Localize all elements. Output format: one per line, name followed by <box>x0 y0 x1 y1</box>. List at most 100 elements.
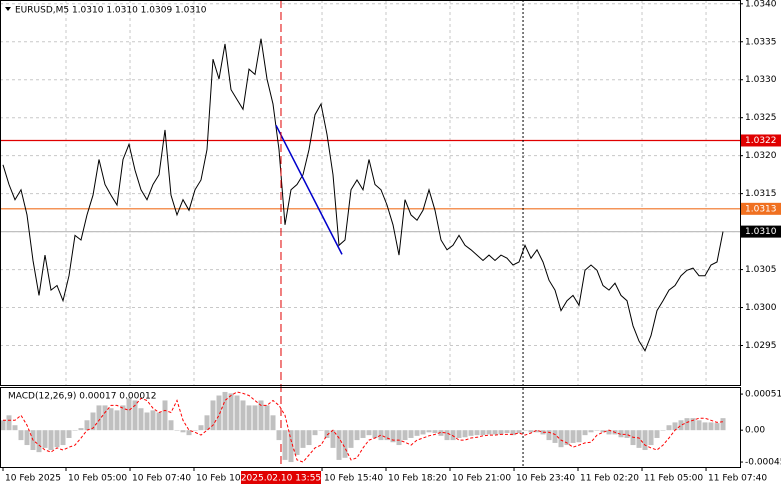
price-line <box>2 38 724 352</box>
macd-bar <box>66 430 72 438</box>
macd-bar <box>402 430 408 441</box>
y-tick-label: 1.0320 <box>745 151 777 161</box>
macd-bar <box>654 430 660 438</box>
macd-bar <box>366 430 372 436</box>
macd-bar <box>240 400 246 431</box>
macd-bar <box>432 430 438 434</box>
macd-bar <box>420 430 426 435</box>
macd-bar <box>510 430 516 436</box>
macd-bar <box>606 430 612 435</box>
macd-bar <box>306 430 312 446</box>
x-tick-label: 10 Feb 05:00 <box>68 474 127 484</box>
macd-bar <box>564 430 570 446</box>
macd-pane-border <box>0 387 741 468</box>
macd-bar <box>126 398 132 431</box>
macd-bar <box>396 430 402 446</box>
macd-bar <box>456 430 462 438</box>
macd-bar <box>342 430 348 458</box>
macd-bar <box>84 420 90 431</box>
macd-bar <box>18 430 24 441</box>
macd-bar <box>690 418 696 431</box>
macd-bar <box>474 430 480 436</box>
x-tick-label: 10 Feb 15:40 <box>324 474 383 484</box>
macd-bar <box>216 395 222 431</box>
macd-bar <box>588 430 594 433</box>
macd-bar <box>426 430 432 433</box>
macd-bar <box>192 430 198 431</box>
macd-bar <box>234 395 240 431</box>
macd-bar <box>168 420 174 431</box>
crosshair-time-label: 2025.02.10 13:55 <box>241 474 321 484</box>
macd-bar <box>354 430 360 441</box>
macd-bar <box>504 430 510 434</box>
x-tick-label: 10 Feb 23:40 <box>516 474 575 484</box>
macd-bar <box>390 430 396 443</box>
macd-bar <box>12 425 18 431</box>
macd-bar <box>108 408 114 431</box>
x-tick-label: 10 Feb 18:20 <box>388 474 447 484</box>
macd-bar <box>438 430 444 436</box>
price-level-label: 1.0322 <box>745 136 777 146</box>
macd-bar <box>678 420 684 431</box>
macd-bar <box>174 430 180 431</box>
macd-bar <box>294 430 300 455</box>
price-level-label: 1.0313 <box>745 204 777 214</box>
y-tick-label: 0.00051 <box>745 390 781 400</box>
macd-bar <box>282 430 288 460</box>
macd-bar <box>498 430 504 435</box>
macd-bar <box>408 430 414 438</box>
price-pane-border <box>0 0 741 386</box>
macd-bar <box>222 391 228 431</box>
macd-bar <box>708 422 714 431</box>
y-tick-label: 1.0325 <box>745 113 777 123</box>
macd-bar <box>648 430 654 446</box>
macd-bar <box>624 430 630 438</box>
macd-bar <box>534 430 540 433</box>
macd-bar <box>6 415 12 431</box>
macd-bar <box>330 430 336 448</box>
macd-bar <box>72 430 78 431</box>
macd-bar <box>132 400 138 431</box>
macd-bar <box>642 430 648 451</box>
x-tick-label: 10 Feb 07:40 <box>132 474 191 484</box>
x-tick-label: 11 Feb 05:00 <box>644 474 703 484</box>
x-tick-label: 11 Feb 02:20 <box>580 474 639 484</box>
macd-bar <box>696 420 702 431</box>
macd-bar <box>102 405 108 431</box>
symbol-menu-arrow[interactable] <box>5 7 11 11</box>
macd-bar <box>144 412 150 431</box>
macd-bar <box>414 430 420 436</box>
macd-bar <box>96 405 102 431</box>
trend-line <box>275 124 343 255</box>
crosshair-time-tag <box>240 471 321 484</box>
macd-bar <box>684 418 690 431</box>
y-tick-label: 1.0315 <box>745 189 777 199</box>
macd-bar <box>288 430 294 463</box>
macd-bar <box>324 430 330 438</box>
macd-bar <box>156 412 162 431</box>
macd-bar <box>480 430 486 436</box>
macd-bar <box>522 430 528 431</box>
macd-bar <box>264 405 270 431</box>
macd-bar <box>78 428 84 431</box>
macd-bar <box>90 412 96 431</box>
macd-bar <box>318 430 324 431</box>
y-tick-label: 1.0305 <box>745 265 777 275</box>
x-tick-label: 11 Feb 07:40 <box>708 474 767 484</box>
macd-bar <box>582 430 588 436</box>
macd-bar <box>672 422 678 431</box>
macd-bar <box>462 430 468 438</box>
macd-bar <box>228 393 234 431</box>
macd-bar <box>570 430 576 443</box>
chart-title: EURUSD,M5 1.0310 1.0310 1.0309 1.0310 <box>15 6 207 16</box>
x-tick-label: 10 Feb 21:00 <box>452 474 511 484</box>
price-level-label: 1.0310 <box>745 227 777 237</box>
macd-bar <box>198 425 204 431</box>
price-level-tag <box>741 202 781 215</box>
macd-bar <box>660 430 666 431</box>
macd-bar <box>114 410 120 431</box>
y-tick-label: 1.0330 <box>745 75 777 85</box>
macd-bar <box>540 430 546 435</box>
macd-bar <box>720 418 726 431</box>
